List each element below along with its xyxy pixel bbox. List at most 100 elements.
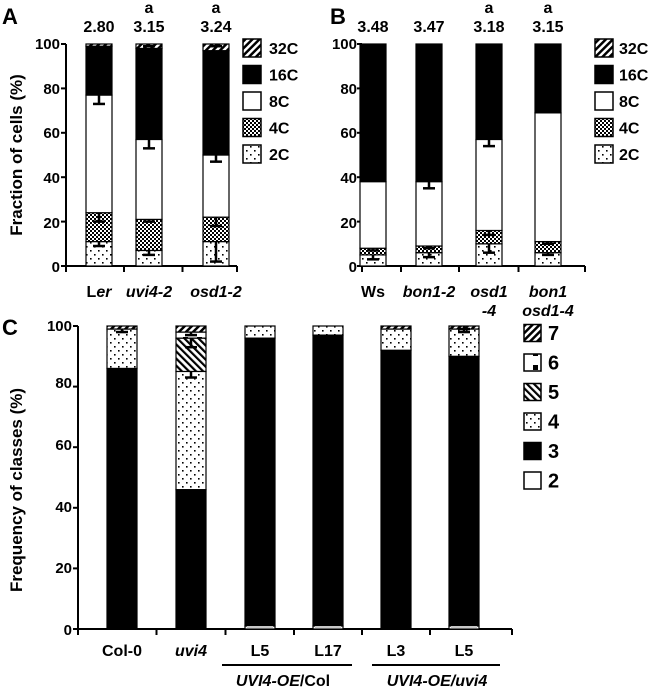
- category-label: L5: [251, 643, 270, 660]
- legend-label: 32C: [619, 41, 649, 58]
- ytick: 20: [340, 215, 357, 232]
- legend-label: 4C: [619, 121, 640, 138]
- legend-swatch: [594, 91, 614, 111]
- bar-segment-16C: [534, 43, 562, 114]
- bar-segment-4: [380, 328, 412, 351]
- category-label-part: -4: [482, 303, 496, 320]
- category-label: Ler: [87, 284, 113, 301]
- legend-label: 32C: [269, 41, 299, 58]
- panel-a-yticks: 0 20 40 60 80 100: [35, 36, 60, 276]
- category-label-part: bon1-2: [403, 284, 456, 301]
- bar-segment-16C: [202, 50, 230, 156]
- group-label-col-post: /Col: [300, 673, 330, 690]
- ytick: 100: [332, 36, 357, 53]
- category-label-part: L5: [251, 643, 270, 660]
- category-label-part: er: [96, 284, 112, 301]
- legend-swatch: [594, 64, 614, 85]
- panel-a-ylabel: Fraction of cells (%): [7, 74, 26, 236]
- category-label: L5: [455, 643, 474, 660]
- bar-segment-7: [380, 325, 412, 330]
- bar-segment-8C: [475, 138, 503, 232]
- panel-b-letter: B: [330, 4, 346, 29]
- category-label-part: osd1-2: [190, 284, 242, 301]
- panel-b-yticks: 0 20 40 60 80 100: [332, 36, 357, 276]
- bar-segment-4: [244, 325, 276, 339]
- top-value-label: 2.80: [83, 19, 114, 36]
- group-label-col: UVI4-OE/Col: [236, 673, 330, 690]
- ytick: 100: [35, 36, 60, 53]
- ytick: 20: [55, 560, 72, 577]
- category-label-part: uvi4-2: [126, 284, 172, 301]
- base-mark: [247, 626, 273, 628]
- bar-segment-2C: [85, 240, 113, 267]
- legend-swatch: [523, 323, 542, 343]
- bar-segment-16C: [85, 45, 113, 96]
- bar-segment-16C: [359, 43, 387, 183]
- legend-swatch: [523, 353, 542, 372]
- legend-label: 16C: [619, 68, 649, 85]
- ytick: 0: [52, 259, 60, 276]
- category-label: L17: [314, 643, 342, 660]
- group-label-uvi4-post: /uvi4: [450, 673, 488, 690]
- category-label-part: osd1: [470, 284, 507, 301]
- ytick: 100: [47, 318, 72, 335]
- top-value-label: 3.15: [532, 19, 563, 36]
- significance-label: a: [485, 0, 494, 17]
- bar-segment-3: [175, 489, 207, 630]
- category-label: bon1-2: [403, 284, 456, 301]
- bar-segment-7: [106, 325, 138, 330]
- bar-segment-8C: [415, 181, 443, 247]
- bar-segment-8C: [202, 154, 230, 218]
- bar-segment-4: [448, 328, 480, 357]
- significance-label: a: [145, 0, 154, 17]
- legend-label: 2: [548, 471, 559, 493]
- bar-segment-8C: [359, 181, 387, 249]
- panel-c-yticks: 0 20 40 60 80 100: [47, 318, 72, 639]
- category-label: Ws: [361, 284, 385, 301]
- legend-label: 2C: [269, 147, 290, 164]
- category-label: uvi4-2: [126, 284, 172, 301]
- category-label: osd1-2: [190, 284, 242, 301]
- category-label: L3: [387, 643, 406, 660]
- panel-2-chart: Col-0 uvi4 L5 L17 L3 L5 7 6 5 4 3 2: [73, 323, 560, 660]
- ytick: 80: [340, 81, 357, 98]
- category-label-part: osd1-4: [522, 303, 574, 320]
- legend-label: 4: [548, 412, 560, 434]
- legend-label: 3: [548, 441, 559, 463]
- bar-segment-4: [312, 325, 344, 336]
- bar-segment-4: [175, 370, 207, 491]
- category-label-part: Ws: [361, 284, 385, 301]
- category-label: uvi4: [175, 643, 207, 660]
- bar-segment-16C: [135, 47, 163, 141]
- ytick: 0: [64, 622, 72, 639]
- top-value-label: 3.24: [200, 19, 231, 36]
- top-value-label: 3.48: [357, 19, 388, 36]
- legend-swatch: [242, 91, 262, 111]
- top-value-label: 3.18: [473, 19, 504, 36]
- group-label-col-pre: UVI4-OE: [236, 673, 301, 690]
- legend-label: 7: [548, 323, 559, 345]
- group-label-uvi4: UVI4-OE/uvi4: [387, 673, 488, 690]
- base-mark: [315, 626, 341, 628]
- panel-a-letter: A: [2, 4, 18, 29]
- legend-label: 16C: [269, 68, 299, 85]
- category-label-part: L5: [455, 643, 474, 660]
- ytick: 60: [43, 125, 60, 142]
- panel-c-letter: C: [2, 315, 18, 340]
- ytick: 20: [43, 215, 60, 232]
- ytick: 80: [55, 375, 72, 392]
- category-label-part: Col-0: [102, 643, 142, 660]
- legend-swatch: [594, 38, 614, 58]
- bar-segment-3: [244, 337, 276, 627]
- chart-layer: Ler2.80uvi4-23.15aosd1-23.24a32C16C8C4C2…: [61, 0, 649, 660]
- category-label-part: bon1: [529, 284, 567, 301]
- bar-segment-8C: [85, 94, 113, 214]
- legend-label: 5: [548, 382, 559, 404]
- legend-label: 4C: [269, 121, 290, 138]
- significance-label: a: [212, 0, 221, 17]
- legend-label: 6: [548, 353, 559, 375]
- legend-swatch: [523, 382, 542, 402]
- top-value-label: 3.47: [413, 19, 444, 36]
- bar-segment-8C: [534, 112, 562, 243]
- significance-label: a: [544, 0, 553, 17]
